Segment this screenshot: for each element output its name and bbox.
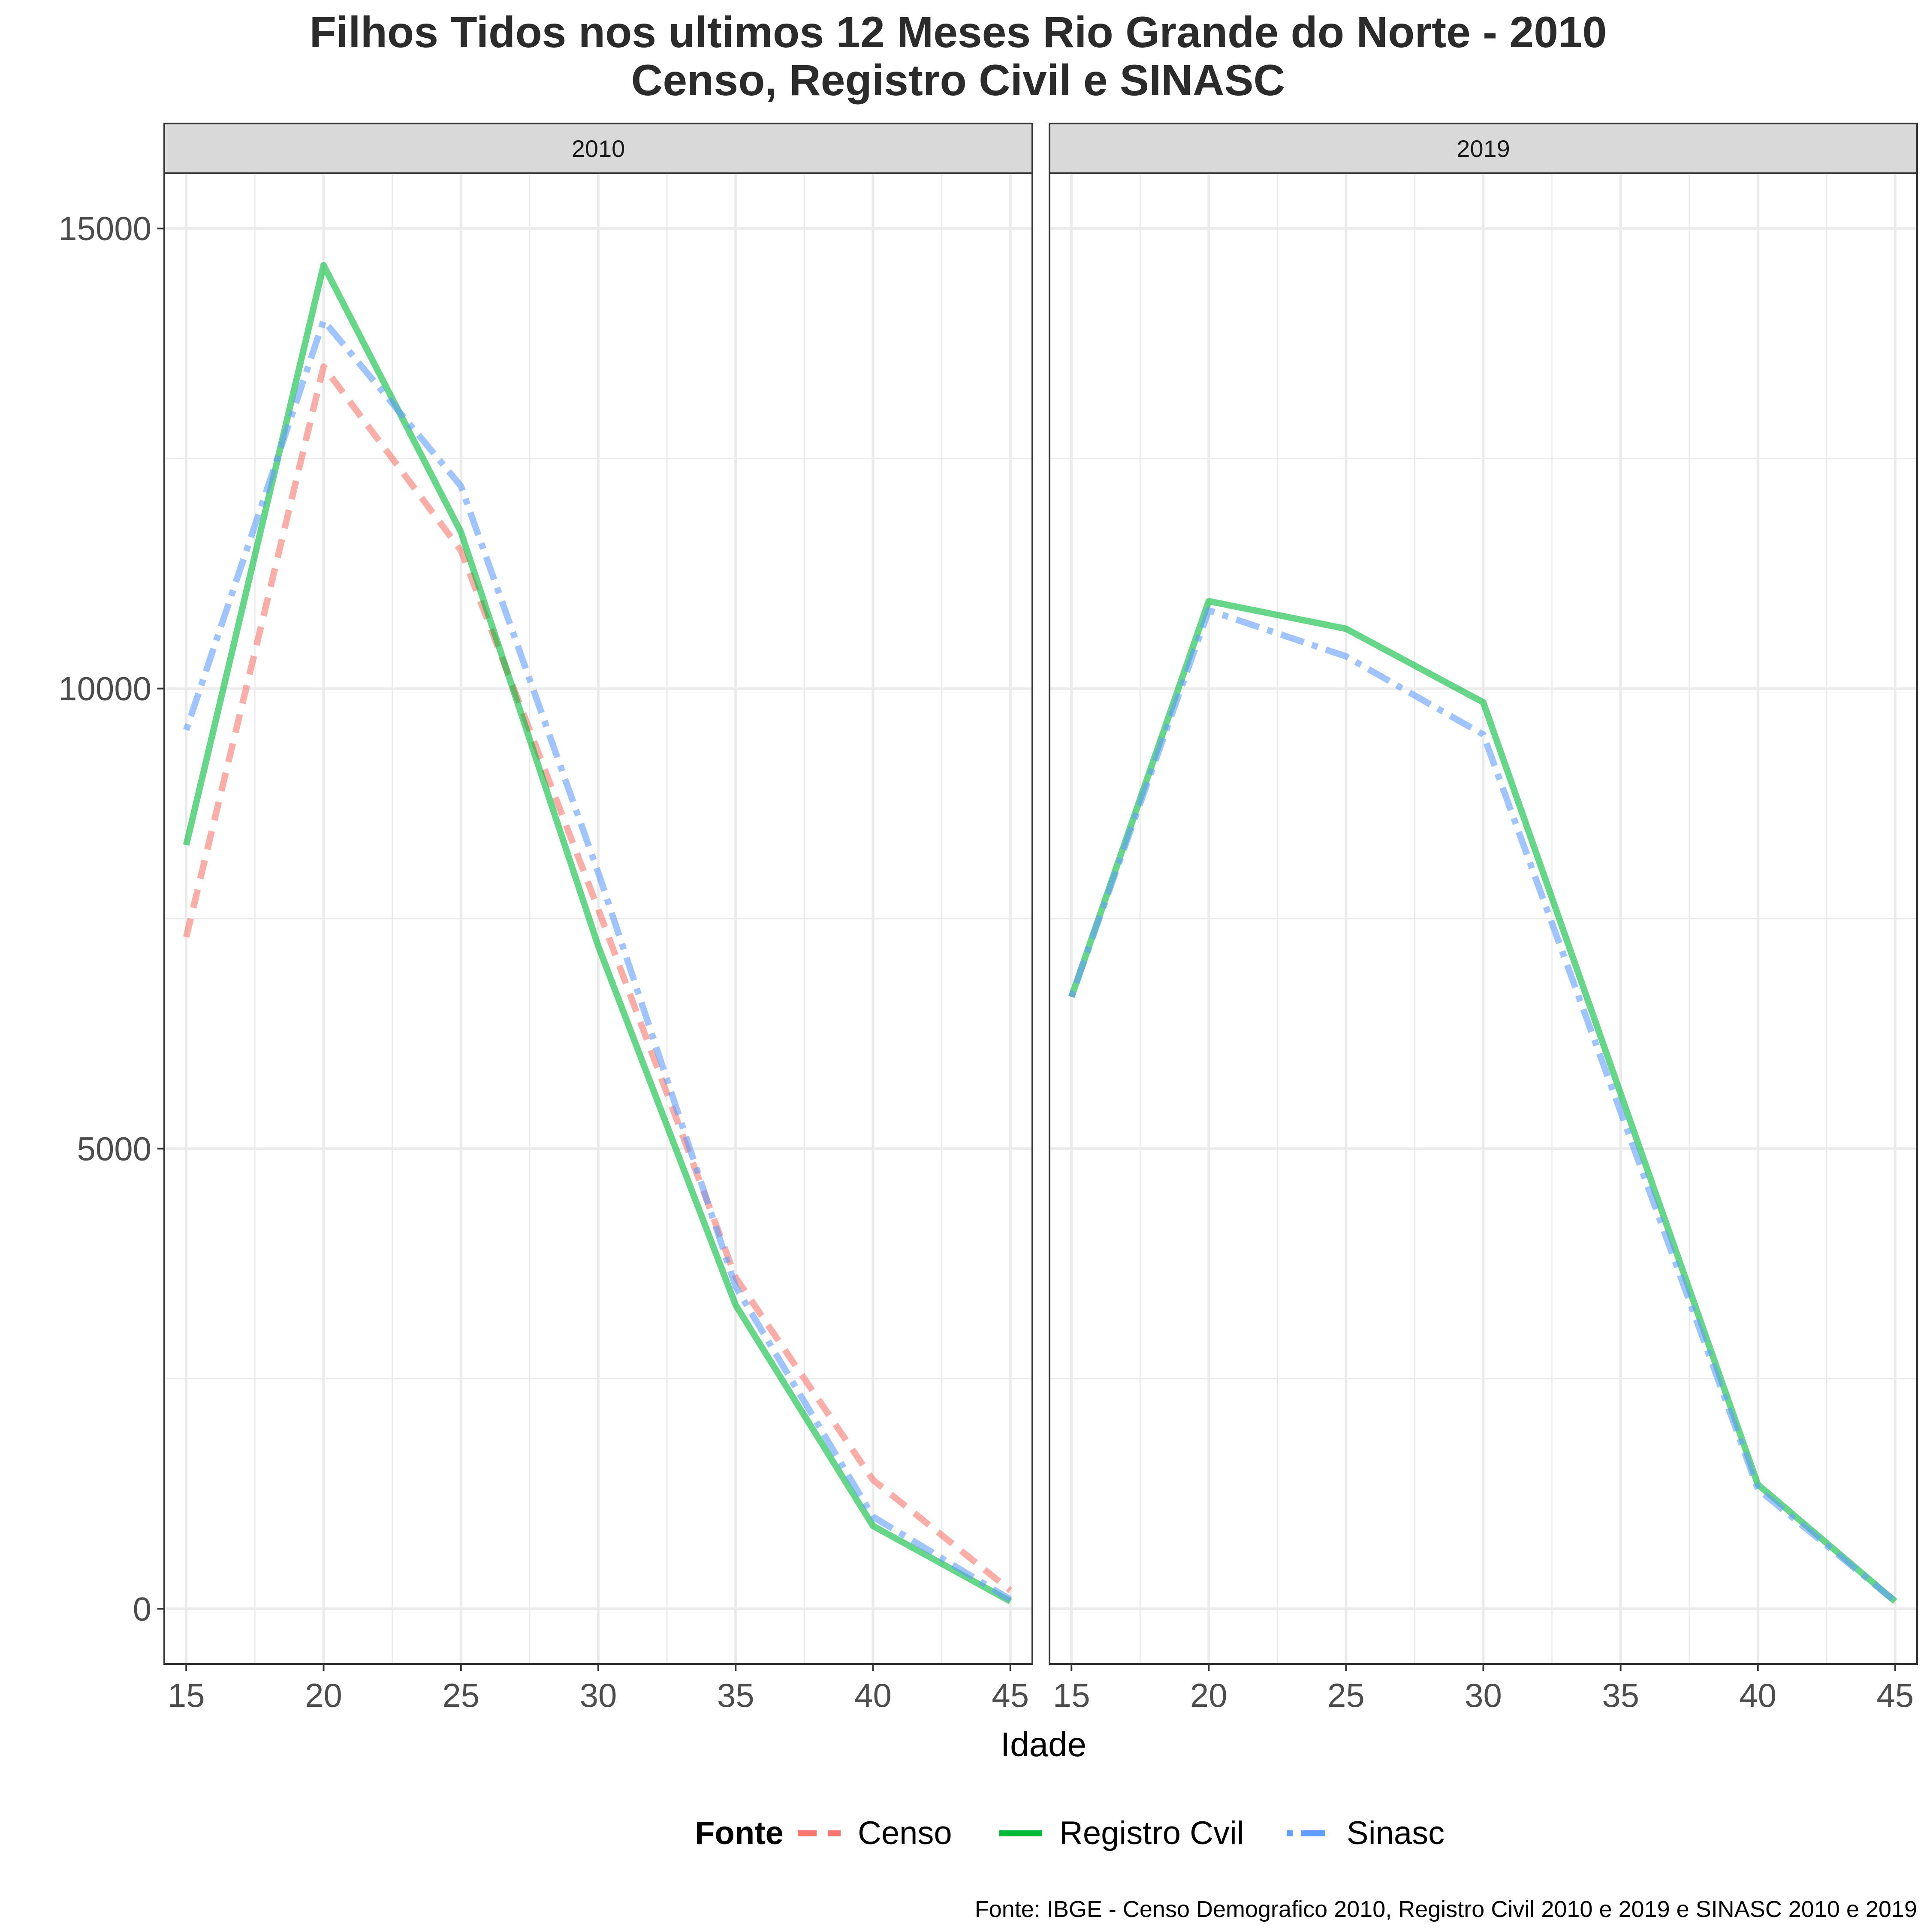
series-line-censo xyxy=(183,363,1013,1593)
x-tick-label: 30 xyxy=(580,1676,617,1714)
legend-title: Fonte xyxy=(695,1815,784,1851)
facet-strip-label: 2019 xyxy=(1457,135,1510,162)
panels: 2010 15 20 25 30 35 40 45 2019 15 20 25 30 35 40 45 xyxy=(163,123,1918,1714)
y-axis: 0 5000 10000 15000 xyxy=(58,210,164,1628)
x-tick-label: 35 xyxy=(1602,1676,1639,1714)
x-tick-label: 40 xyxy=(1739,1676,1776,1714)
x-tick-label: 25 xyxy=(1327,1676,1365,1714)
y-tick-label: 15000 xyxy=(58,210,151,247)
x-tick-label: 15 xyxy=(1053,1676,1090,1714)
legend-label-sinasc: Sinasc xyxy=(1347,1815,1444,1851)
chart-caption: Fonte: IBGE - Censo Demografico 2010, Re… xyxy=(975,1896,1917,1922)
facet-strip-label: 2010 xyxy=(572,135,625,162)
panel-2010: 2010 15 20 25 30 35 40 45 xyxy=(163,123,1033,1714)
series-line-registro-cvil xyxy=(183,262,1012,1604)
x-tick-label: 20 xyxy=(1190,1676,1227,1714)
x-tick-label: 40 xyxy=(854,1676,892,1714)
panel-2019: 2019 15 20 25 30 35 40 45 xyxy=(1049,123,1918,1714)
facet-strip xyxy=(163,123,1033,174)
series-line-sinasc xyxy=(1068,607,1897,1604)
series-line-sinasc xyxy=(183,317,1012,1603)
chart-title-line-2: Censo, Registro Civil e SINASC xyxy=(631,56,1285,105)
x-tick-label: 45 xyxy=(1876,1676,1914,1714)
y-tick-label: 5000 xyxy=(77,1130,151,1167)
legend: Fonte Censo Registro Cvil Sinasc xyxy=(695,1815,1444,1851)
y-tick-label: 0 xyxy=(133,1590,151,1628)
x-tick-label: 20 xyxy=(305,1676,342,1714)
legend-label-censo: Censo xyxy=(858,1815,952,1851)
x-tick-label: 15 xyxy=(168,1676,205,1714)
chart-title-line-1: Filhos Tidos nos ultimos 12 Meses Rio Gr… xyxy=(310,8,1607,57)
y-tick-label: 10000 xyxy=(58,670,151,708)
facet-strip xyxy=(1049,123,1918,174)
x-tick-label: 45 xyxy=(992,1676,1029,1714)
x-tick-label: 25 xyxy=(442,1676,479,1714)
x-axis-title: Idade xyxy=(1001,1725,1086,1763)
x-tick-label: 30 xyxy=(1465,1676,1502,1714)
legend-label-registro-cvil: Registro Cvil xyxy=(1059,1815,1244,1851)
x-tick-label: 35 xyxy=(717,1676,754,1714)
